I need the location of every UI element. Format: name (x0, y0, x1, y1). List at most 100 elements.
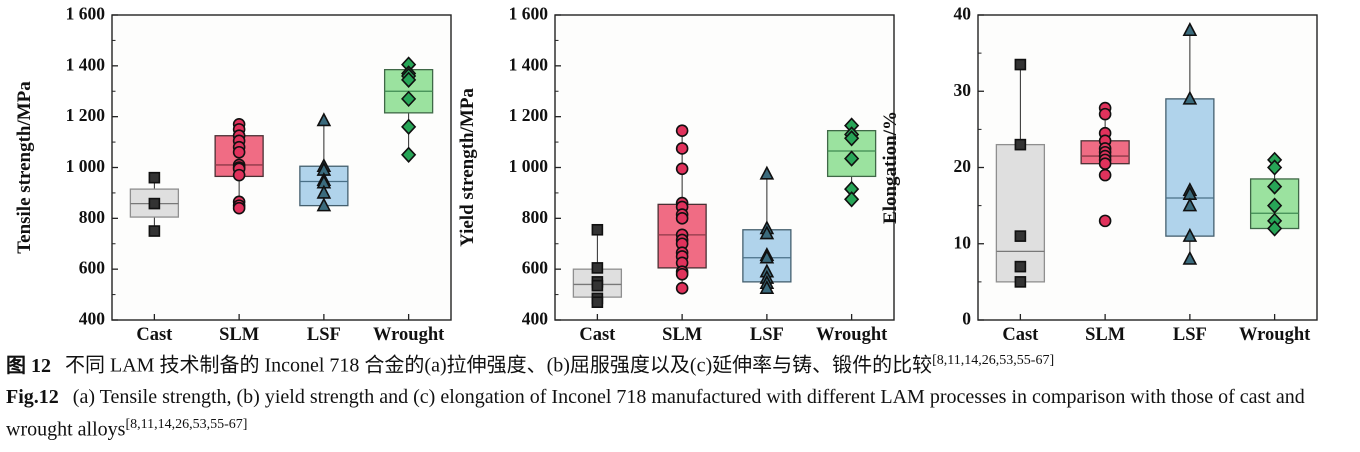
data-point-square (1014, 230, 1027, 242)
data-point-diamond (1267, 197, 1283, 214)
box-group-cast (995, 58, 1046, 288)
box-group-slm (214, 117, 264, 215)
box-group-lsf (299, 112, 349, 212)
data-point-diamond (401, 90, 417, 108)
y-axis-label: Yield strength/MPa (457, 88, 478, 247)
data-point-square (148, 225, 161, 237)
caption-label-zh: 图 12 (6, 354, 51, 377)
data-point-triangle (759, 165, 775, 180)
figure-caption: 图 12 不同 LAM 技术制备的 Inconel 718 合金的(a)拉伸强度、… (6, 350, 1356, 446)
data-point-diamond (1267, 159, 1283, 176)
axes: 0 10 20 30 40 Elongation/% Cast SLM LSF Wrought (880, 4, 1311, 345)
data-point-square (591, 262, 604, 274)
data-point-circle (1098, 107, 1112, 121)
x-category-label: Cast (136, 325, 173, 345)
box-group-wrought (383, 56, 434, 163)
y-tick-label: 800 (79, 207, 106, 227)
y-tick-label: 1 000 (509, 156, 549, 176)
data-point-diamond (844, 130, 860, 147)
x-category-label: Wrought (816, 325, 888, 345)
y-axis-label: Elongation/% (880, 111, 901, 224)
data-point-triangle (1182, 197, 1198, 212)
caption-ref-zh: [8,11,14,26,53,55-67] (932, 353, 1055, 368)
data-point-circle (675, 281, 689, 295)
data-point-square (1014, 58, 1027, 71)
data-point-circle (675, 142, 689, 155)
y-tick-label: 1 200 (509, 105, 549, 125)
y-tick-label: 30 (954, 80, 972, 100)
data-point-diamond (844, 150, 860, 167)
caption-ref-en: [8,11,14,26,53,55-67] (125, 416, 248, 432)
data-point-triangle (316, 112, 332, 127)
data-point-square (1014, 138, 1027, 151)
x-category-label: SLM (1085, 325, 1125, 345)
caption-line-en: Fig.12 (a) Tensile strength, (b) yield st… (6, 382, 1356, 446)
chart-c: 0 10 20 30 40 Elongation/% Cast SLM LSF Wrought (880, 4, 1318, 345)
x-category-label: Wrought (373, 325, 445, 345)
box-group-slm (1080, 101, 1130, 228)
data-point-circle (232, 145, 246, 159)
data-point-square (591, 223, 604, 236)
data-point-square (591, 296, 604, 309)
y-tick-label: 10 (954, 232, 972, 252)
box-group-cast (572, 223, 623, 309)
y-tick-label: 1 600 (509, 4, 549, 24)
data-point-diamond (401, 118, 417, 136)
data-point-square (1014, 260, 1027, 273)
x-category-label: Cast (579, 325, 616, 345)
axes: 400 600 800 1 000 1 200 1 400 1 600 Yield stren… (457, 4, 888, 345)
y-tick-label: 1 000 (66, 156, 106, 176)
data-point-circle (1098, 214, 1112, 228)
y-tick-label: 800 (522, 207, 549, 227)
y-tick-label: 1 600 (66, 4, 106, 24)
caption-label-en: Fig.12 (6, 386, 59, 409)
data-point-square (148, 171, 161, 184)
data-point-triangle (1182, 250, 1198, 265)
caption-text-en: (a) Tensile strength, (b) yield strength… (6, 386, 1305, 441)
data-point-square (591, 279, 604, 292)
data-point-diamond (844, 191, 860, 208)
data-point-diamond (401, 71, 417, 88)
caption-text-zh: 不同 LAM 技术制备的 Inconel 718 合金的(a)拉伸强度、(b)屈… (65, 354, 933, 377)
data-point-triangle (759, 279, 775, 295)
data-point-triangle (1182, 90, 1198, 105)
box-rect (1165, 98, 1215, 237)
data-point-diamond (1267, 178, 1283, 195)
data-point-circle (675, 124, 689, 137)
box-group-slm (657, 124, 707, 295)
data-point-circle (675, 162, 689, 176)
x-category-label: Cast (1002, 325, 1039, 345)
y-tick-label: 0 (962, 309, 971, 329)
x-category-label: SLM (219, 325, 259, 345)
data-point-triangle (1182, 227, 1198, 242)
y-tick-label: 1 200 (66, 105, 106, 125)
x-category-label: LSF (750, 325, 784, 345)
data-point-triangle (759, 225, 775, 240)
box-group-cast (129, 171, 180, 237)
data-point-diamond (1267, 220, 1283, 237)
y-tick-label: 400 (79, 309, 106, 329)
data-point-diamond (401, 146, 417, 163)
chart-a: 400 600 800 1 000 1 200 1 400 1 600 Tensile str… (14, 4, 452, 345)
data-point-circle (675, 267, 689, 281)
y-tick-label: 600 (79, 258, 106, 278)
y-tick-label: 400 (522, 309, 549, 329)
y-tick-label: 40 (954, 4, 972, 24)
box-group-lsf (742, 165, 792, 295)
y-tick-label: 1 400 (509, 54, 549, 74)
axes: 400 600 800 1 000 1 200 1 400 1 600 Tensile str… (14, 4, 445, 345)
data-point-triangle (759, 249, 775, 264)
y-tick-label: 1 400 (66, 54, 106, 74)
caption-line-zh: 图 12 不同 LAM 技术制备的 Inconel 718 合金的(a)拉伸强度、… (6, 350, 1356, 382)
data-point-circle (232, 201, 246, 215)
charts-row: 400 600 800 1 000 1 200 1 400 1 600 Tensile str… (14, 4, 1318, 345)
y-axis-label: Tensile strength/MPa (14, 81, 35, 254)
box-group-lsf (1165, 22, 1215, 265)
x-category-label: LSF (307, 325, 341, 345)
data-point-circle (1098, 157, 1112, 170)
data-point-triangle (1182, 22, 1198, 37)
box-group-wrought (1249, 151, 1300, 237)
data-point-circle (232, 168, 246, 182)
chart-b: 400 600 800 1 000 1 200 1 400 1 600 Yield stren… (457, 4, 895, 345)
y-tick-label: 600 (522, 258, 549, 278)
